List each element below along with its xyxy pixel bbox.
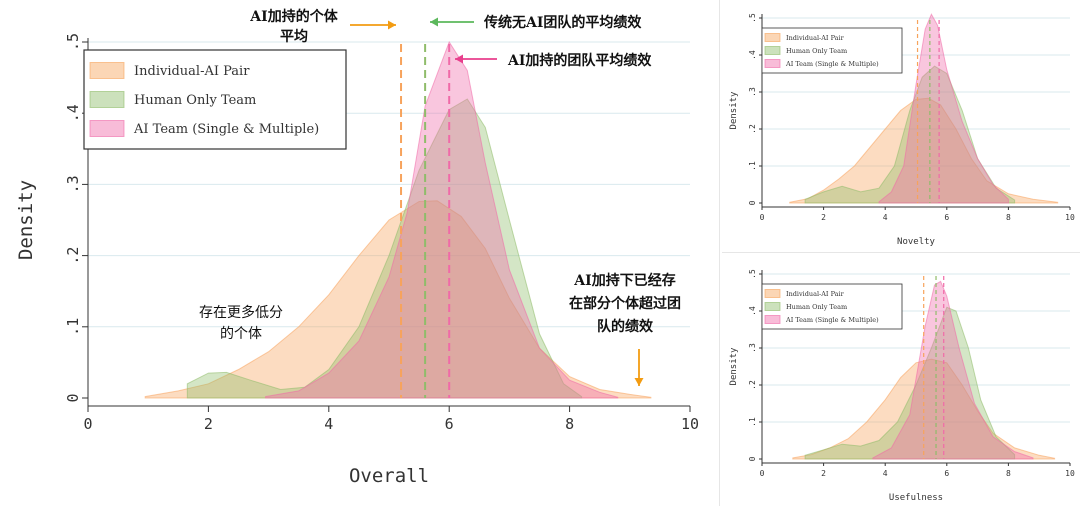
y-axis-label: Density [729,91,739,130]
y-tick-label: .1 [748,161,757,171]
usefulness-chart-panel: 0 2 4 6 8 10 0 .1 .2 .3 .4 .5 Usefulness Density Indiv… [722,256,1080,506]
x-tick-label: 2 [204,415,213,433]
x-tick-label: 0 [760,469,765,478]
legend-swatch-1 [764,302,781,311]
annotation-individual-mean: AI加持的个体 [249,8,338,25]
legend-label-1: Human Only Team [134,93,256,108]
density-area-1 [186,98,583,399]
y-tick-label: .3 [64,175,82,193]
overall-density-chart: 0 2 4 6 8 10 0 .1 .2 .3 .4 .5 Overall Density Individu… [15,8,699,487]
y-tick-label: 0 [748,200,757,205]
legend-box [761,283,903,330]
legend-label-1: Human Only Team [786,47,847,55]
x-tick-label: 10 [1065,469,1075,478]
arrow-human-mean-head [430,17,438,27]
annotation-exceed: AI加持下已经存 [573,272,675,289]
x-tick-label: 10 [681,415,699,433]
legend-swatch-2 [764,59,781,68]
density-area-2 [265,40,619,399]
legend-swatch-0 [764,289,781,298]
legend-label-0: Individual-AI Pair [134,64,250,79]
arrow-ai-mean-head [455,54,463,64]
annotation-individual-mean-line2: 平均 [280,28,308,45]
x-tick-label: 6 [445,415,454,433]
x-axis-label: Overall [349,465,429,487]
x-tick-label: 4 [324,415,333,433]
y-tick-label: .1 [748,417,757,427]
panel-divider [719,0,720,506]
x-tick-label: 0 [760,213,765,222]
density-area-2 [872,280,1034,460]
density-area-0 [789,97,1059,204]
density-area-1 [804,65,1016,204]
annotation-low-scores: 存在更多低分 [199,304,283,321]
arrow-exceed-head [634,378,644,386]
arrow-individual-mean-head [388,20,396,30]
x-tick-label: 4 [883,469,888,478]
y-tick-label: .4 [64,104,82,122]
x-tick-label: 6 [944,213,949,222]
y-tick-label: .2 [748,380,757,390]
legend-label-2: AI Team (Single & Multiple) [785,60,879,68]
y-tick-label: .5 [748,13,757,23]
y-tick-label: .1 [64,318,82,336]
y-tick-label: .3 [748,87,757,97]
legend-swatch-1 [89,91,125,108]
legend-swatch-2 [89,120,125,137]
y-tick-label: .3 [748,343,757,353]
legend-swatch-0 [764,33,781,42]
x-tick-label: 8 [565,415,574,433]
legend-box [761,27,903,74]
annotation-exceed-line3: 队的绩效 [597,318,654,335]
x-tick-label: 6 [944,469,949,478]
y-tick-label: .5 [64,33,82,51]
x-tick-label: 2 [821,213,826,222]
annotation-ai-mean: AI加持的团队平均绩效 [507,52,652,69]
x-tick-label: 0 [83,415,92,433]
legend-label-2: AI Team (Single & Multiple) [785,316,879,324]
y-tick-label: .4 [748,306,757,316]
legend-swatch-1 [764,46,781,55]
x-axis-label: Novelty [897,237,936,247]
novelty-density-chart: 0 2 4 6 8 10 0 .1 .2 .3 .4 .5 Novelty Density Individu… [729,13,1075,247]
legend-label-0: Individual-AI Pair [786,290,845,298]
y-axis-label: Density [729,347,739,386]
legend-label-2: AI Team (Single & Multiple) [133,122,319,137]
x-tick-label: 10 [1065,213,1075,222]
x-tick-label: 2 [821,469,826,478]
x-tick-label: 8 [1006,469,1011,478]
legend-box [83,49,347,150]
density-area-0 [144,200,652,399]
overall-chart-panel: 0 2 4 6 8 10 0 .1 .2 .3 .4 .5 Overall Density Individu… [15,8,700,487]
legend-label-0: Individual-AI Pair [786,34,845,42]
panel-divider-right [722,252,1080,253]
y-axis-label: Density [15,180,37,260]
usefulness-density-chart: 0 2 4 6 8 10 0 .1 .2 .3 .4 .5 Usefulness Density Indiv… [729,269,1075,503]
y-tick-label: .2 [748,124,757,134]
annotation-exceed-line2: 在部分个体超过团 [569,295,681,312]
y-tick-label: 0 [748,456,757,461]
y-tick-label: 0 [64,393,82,402]
legend-swatch-2 [764,315,781,324]
y-tick-label: .5 [748,269,757,279]
annotation-human-mean: 传统无AI团队的平均绩效 [483,14,642,31]
legend-swatch-0 [89,62,125,79]
density-area-2 [878,13,1009,204]
x-tick-label: 8 [1006,213,1011,222]
x-axis-label: Usefulness [889,493,943,503]
x-tick-label: 4 [883,213,888,222]
y-tick-label: .4 [748,50,757,60]
legend-label-1: Human Only Team [786,303,847,311]
novelty-chart-panel: 0 2 4 6 8 10 0 .1 .2 .3 .4 .5 Novelty Density Individu… [722,0,1080,250]
annotation-low-scores-line2: 的个体 [220,326,262,342]
y-tick-label: .2 [64,247,82,265]
